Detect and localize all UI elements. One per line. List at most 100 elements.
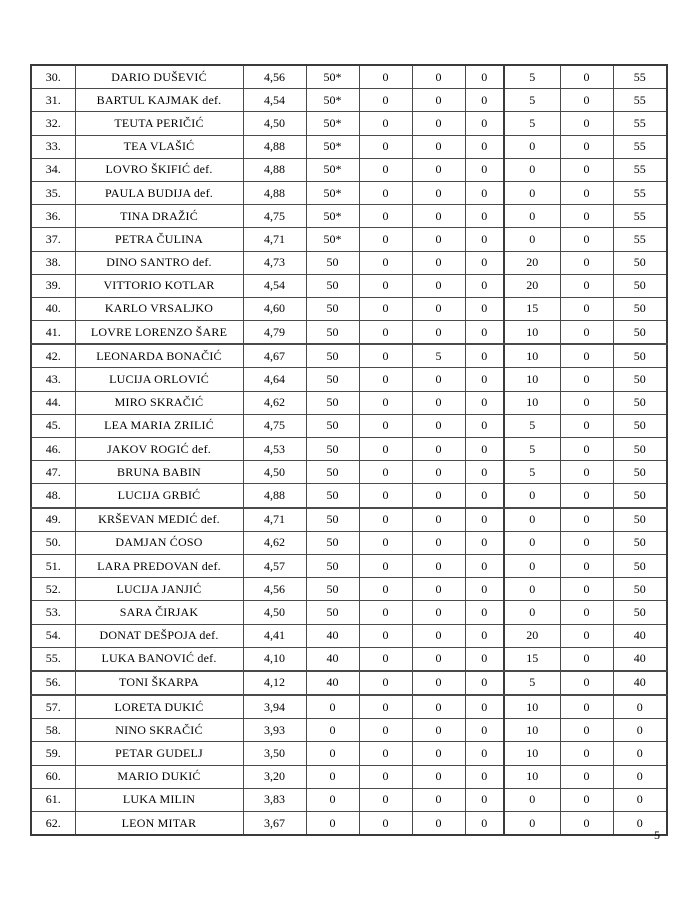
- points-cell: 0: [305, 787, 360, 813]
- average-cell: 4,75: [242, 413, 307, 439]
- name-cell: JAKOV ROGIĆ def.: [74, 436, 244, 462]
- bonus-points-cell: 0: [503, 134, 561, 159]
- bonus-points-cell: 20: [503, 273, 561, 298]
- bonus-points-cell: 0: [503, 577, 561, 602]
- table-row: 53. SARA ČIRJAK 4,50 50 0 0 0 0 0 50: [30, 600, 668, 625]
- rank-cell: 40.: [30, 296, 76, 322]
- average-cell: 3,93: [242, 718, 307, 743]
- name-cell: LUCIJA GRBIĆ: [74, 483, 244, 509]
- total-cell: 55: [612, 64, 668, 90]
- points-cell: 0: [559, 507, 614, 532]
- points-cell: 0: [559, 553, 614, 579]
- rank-cell: 33.: [30, 134, 76, 159]
- name-cell: LUKA MILIN: [74, 787, 244, 813]
- rank-cell: 36.: [30, 204, 76, 229]
- points-cell: 0: [305, 694, 360, 720]
- rank-cell: 42.: [30, 343, 76, 369]
- name-cell: DARIO DUŠEVIĆ: [74, 64, 244, 90]
- points-cell: 0: [559, 811, 614, 836]
- points-cell: 0: [559, 718, 614, 743]
- points-cell: 0: [464, 811, 505, 836]
- points-cell: 0: [464, 413, 505, 439]
- points-cell: 0: [411, 436, 466, 462]
- points-cell: 0: [411, 320, 466, 346]
- points-cell: 0: [411, 88, 466, 113]
- table-row: 62. LEON MITAR 3,67 0 0 0 0 0 0 0: [30, 811, 668, 836]
- rank-cell: 59.: [30, 741, 76, 766]
- points-cell: 0: [358, 390, 413, 415]
- points-cell: 0: [559, 670, 614, 697]
- points-cell: 0: [411, 646, 466, 672]
- points-cell: 0: [559, 764, 614, 789]
- bonus-points-cell: 10: [503, 320, 561, 346]
- points-cell: 0: [411, 670, 466, 697]
- points-cell: 0: [358, 811, 413, 836]
- rank-cell: 56.: [30, 670, 76, 697]
- name-cell: MARIO DUKIĆ: [74, 764, 244, 789]
- points-cell: 0: [358, 367, 413, 392]
- total-cell: 50: [612, 320, 668, 346]
- rank-cell: 31.: [30, 88, 76, 113]
- bonus-points-cell: 5: [503, 670, 561, 697]
- points-cell: 50*: [305, 227, 360, 252]
- total-cell: 0: [612, 694, 668, 720]
- table-row: 32. TEUTA PERIČIĆ 4,50 50* 0 0 0 5 0 55: [30, 111, 668, 136]
- points-cell: 0: [559, 646, 614, 672]
- points-cell: 50: [305, 553, 360, 579]
- rank-cell: 32.: [30, 111, 76, 136]
- name-cell: VITTORIO KOTLAR: [74, 273, 244, 298]
- average-cell: 4,50: [242, 460, 307, 485]
- points-cell: 0: [358, 204, 413, 229]
- points-cell: 0: [464, 553, 505, 579]
- average-cell: 4,75: [242, 204, 307, 229]
- points-cell: 50: [305, 320, 360, 346]
- points-cell: 0: [358, 764, 413, 789]
- average-cell: 4,88: [242, 483, 307, 509]
- name-cell: DINO SANTRO def.: [74, 250, 244, 275]
- points-cell: 0: [358, 436, 413, 462]
- points-cell: 0: [464, 623, 505, 648]
- rank-cell: 62.: [30, 811, 76, 836]
- points-cell: 0: [411, 204, 466, 229]
- table-row: 35. PAULA BUDIJA def. 4,88 50* 0 0 0 0 0 55: [30, 180, 668, 206]
- points-cell: 0: [358, 157, 413, 182]
- total-cell: 50: [612, 577, 668, 602]
- name-cell: LEON MITAR: [74, 811, 244, 836]
- bonus-points-cell: 5: [503, 64, 561, 90]
- average-cell: 4,64: [242, 367, 307, 392]
- bonus-points-cell: 0: [503, 483, 561, 509]
- bonus-points-cell: 0: [503, 787, 561, 813]
- points-cell: 0: [411, 111, 466, 136]
- name-cell: PETRA ČULINA: [74, 227, 244, 252]
- table-row: 37. PETRA ČULINA 4,71 50* 0 0 0 0 0 55: [30, 227, 668, 252]
- rank-cell: 41.: [30, 320, 76, 346]
- points-cell: 0: [559, 227, 614, 252]
- points-cell: 0: [358, 250, 413, 275]
- points-cell: 50*: [305, 111, 360, 136]
- points-cell: 0: [358, 343, 413, 369]
- average-cell: 4,88: [242, 157, 307, 182]
- total-cell: 55: [612, 204, 668, 229]
- name-cell: PETAR GUDELJ: [74, 741, 244, 766]
- table-row: 49. KRŠEVAN MEDIĆ def. 4,71 50 0 0 0 0 0 50: [30, 507, 668, 532]
- average-cell: 4,88: [242, 134, 307, 159]
- points-cell: 50: [305, 483, 360, 509]
- points-cell: 0: [358, 600, 413, 625]
- table-row: 45. LEA MARIA ZRILIĆ 4,75 50 0 0 0 5 0 50: [30, 413, 668, 439]
- points-cell: 50: [305, 367, 360, 392]
- points-cell: 0: [411, 694, 466, 720]
- average-cell: 4,62: [242, 390, 307, 415]
- points-cell: 5: [411, 343, 466, 369]
- points-cell: 50*: [305, 204, 360, 229]
- average-cell: 4,10: [242, 646, 307, 672]
- points-cell: 0: [559, 157, 614, 182]
- name-cell: LORETA DUKIĆ: [74, 694, 244, 720]
- table-row: 38. DINO SANTRO def. 4,73 50 0 0 0 20 0 50: [30, 250, 668, 275]
- points-cell: 0: [559, 530, 614, 555]
- points-cell: 0: [305, 764, 360, 789]
- table-row: 41. LOVRE LORENZO ŠARE 4,79 50 0 0 0 10 0 50: [30, 320, 668, 346]
- table-row: 55. LUKA BANOVIĆ def. 4,10 40 0 0 0 15 0 40: [30, 646, 668, 672]
- points-cell: 0: [464, 296, 505, 322]
- total-cell: 0: [612, 718, 668, 743]
- average-cell: 4,50: [242, 600, 307, 625]
